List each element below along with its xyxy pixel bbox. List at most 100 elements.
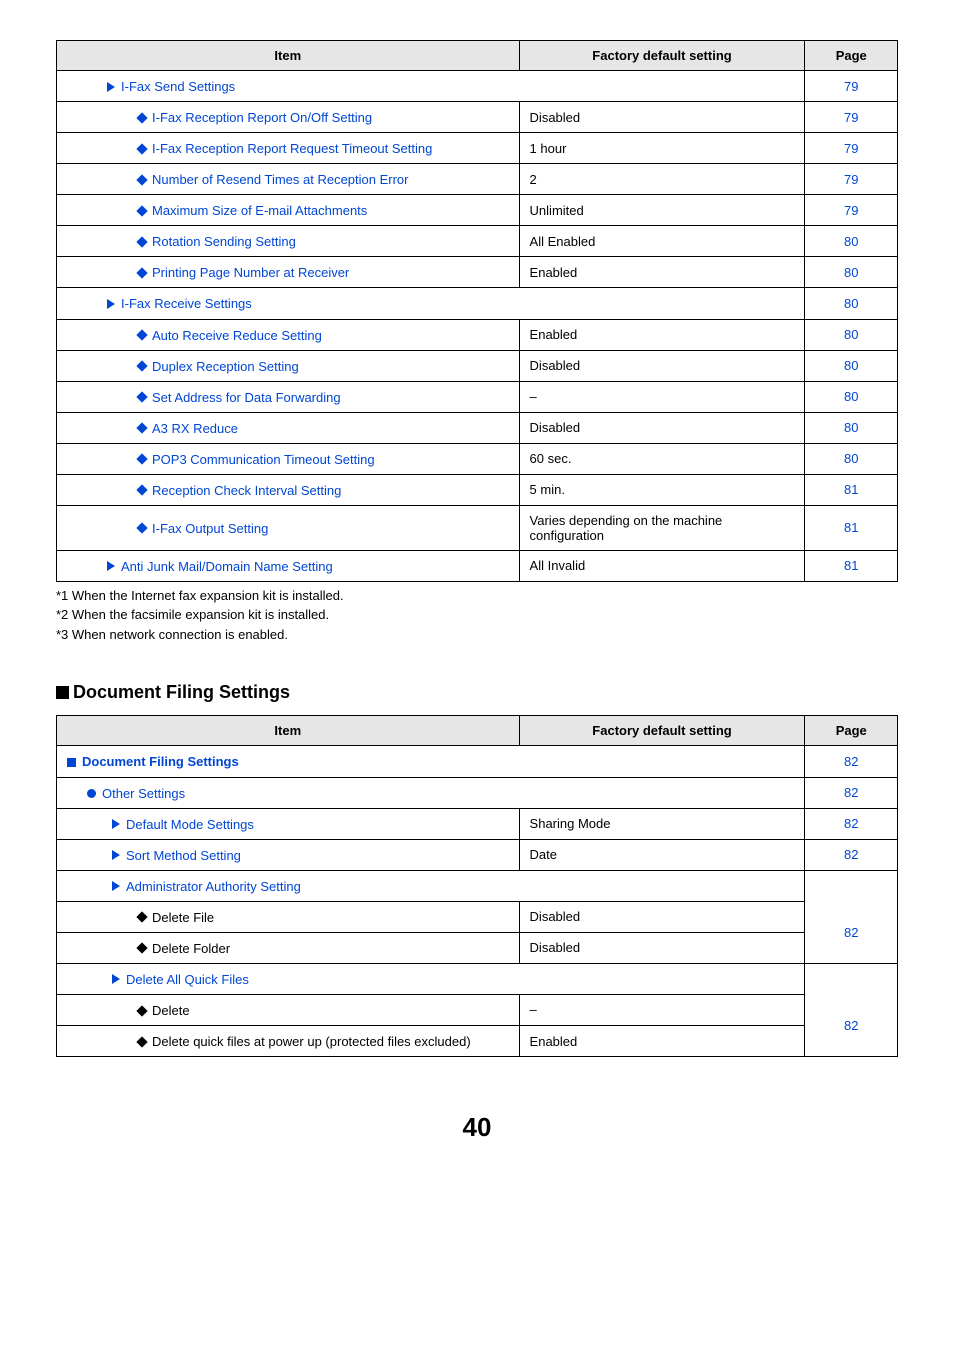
table-row: I-Fax Send Settings 79: [57, 71, 898, 102]
diamond-icon: [136, 943, 147, 954]
setting-link[interactable]: Rotation Sending Setting: [152, 234, 296, 249]
page-cell: 80: [805, 381, 898, 412]
page-link[interactable]: 80: [844, 327, 858, 342]
setting-link[interactable]: Document Filing Settings: [82, 755, 239, 770]
page-link[interactable]: 80: [844, 358, 858, 373]
setting-link[interactable]: Administrator Authority Setting: [126, 879, 301, 894]
table-row: Reception Check Interval Setting5 min.81: [57, 474, 898, 505]
table-row: POP3 Communication Timeout Setting60 sec…: [57, 443, 898, 474]
page-cell: 79: [805, 133, 898, 164]
table-row: I-Fax Reception Report On/Off SettingDis…: [57, 102, 898, 133]
page-link[interactable]: 80: [844, 234, 858, 249]
setting-link[interactable]: Reception Check Interval Setting: [152, 483, 341, 498]
setting-link[interactable]: Default Mode Settings: [126, 817, 254, 832]
setting-link[interactable]: I-Fax Output Setting: [152, 521, 268, 536]
footnotes: *1 When the Internet fax expansion kit i…: [56, 586, 898, 645]
page-link[interactable]: 81: [844, 482, 858, 497]
triangle-icon: [112, 819, 120, 829]
value-cell: –: [519, 381, 805, 412]
page-cell: 80: [805, 226, 898, 257]
triangle-icon: [107, 561, 115, 571]
section-title-text: Document Filing Settings: [73, 682, 290, 702]
setting-link[interactable]: I-Fax Send Settings: [121, 79, 235, 94]
page-cell: 82: [805, 839, 898, 870]
page-link[interactable]: 80: [844, 451, 858, 466]
header-value: Factory default setting: [519, 41, 805, 71]
value-cell: Disabled: [519, 350, 805, 381]
settings-table-2: Item Factory default setting Page Docume…: [56, 715, 898, 1057]
table-row: Sort Method Setting Date 82: [57, 839, 898, 870]
diamond-icon: [136, 454, 147, 465]
section-heading: Document Filing Settings: [56, 682, 898, 703]
item-cell: Document Filing Settings: [57, 746, 805, 777]
diamond-icon: [136, 1005, 147, 1016]
page-link[interactable]: 80: [844, 389, 858, 404]
page-link[interactable]: 82: [844, 1018, 858, 1033]
triangle-icon: [112, 850, 120, 860]
setting-link[interactable]: Maximum Size of E-mail Attachments: [152, 203, 367, 218]
item-cell: Delete quick files at power up (protecte…: [57, 1026, 520, 1057]
setting-label: Delete: [152, 1003, 190, 1018]
value-cell: Enabled: [519, 319, 805, 350]
setting-link[interactable]: Number of Resend Times at Reception Erro…: [152, 172, 409, 187]
setting-link[interactable]: Anti Junk Mail/Domain Name Setting: [121, 559, 333, 574]
page-link[interactable]: 80: [844, 420, 858, 435]
page-link[interactable]: 82: [844, 847, 858, 862]
header-page: Page: [805, 41, 898, 71]
square-icon: [56, 686, 69, 699]
setting-link[interactable]: I-Fax Reception Report On/Off Setting: [152, 110, 372, 125]
setting-link[interactable]: Set Address for Data Forwarding: [152, 390, 341, 405]
setting-label: Delete File: [152, 910, 214, 925]
table-row: Delete FolderDisabled: [57, 932, 898, 963]
page-link[interactable]: 80: [844, 265, 858, 280]
setting-link[interactable]: A3 RX Reduce: [152, 421, 238, 436]
table-row: Auto Receive Reduce Setting Enabled 80: [57, 319, 898, 350]
page-cell: 82: [805, 994, 898, 1056]
item-cell: I-Fax Send Settings: [57, 71, 805, 102]
page-link[interactable]: 79: [844, 203, 858, 218]
diamond-icon: [136, 143, 147, 154]
table-row: Delete All Quick Files: [57, 963, 898, 994]
page-link[interactable]: 81: [844, 520, 858, 535]
page-link[interactable]: 82: [844, 785, 858, 800]
page-cell: [805, 870, 898, 901]
item-cell: Default Mode Settings: [57, 808, 520, 839]
setting-link[interactable]: Other Settings: [102, 786, 185, 801]
page-link[interactable]: 81: [844, 558, 858, 573]
setting-label: Delete quick files at power up (protecte…: [152, 1034, 471, 1049]
page-link[interactable]: 79: [844, 110, 858, 125]
item-cell: Maximum Size of E-mail Attachments: [57, 195, 520, 226]
header-value: Factory default setting: [519, 716, 805, 746]
triangle-icon: [107, 82, 115, 92]
page-link[interactable]: 79: [844, 172, 858, 187]
diamond-icon: [136, 267, 147, 278]
table-row: A3 RX ReduceDisabled80: [57, 412, 898, 443]
setting-link[interactable]: Auto Receive Reduce Setting: [152, 328, 322, 343]
item-cell: Printing Page Number at Receiver: [57, 257, 520, 288]
value-cell: 2: [519, 164, 805, 195]
page-link[interactable]: 82: [844, 754, 858, 769]
setting-link[interactable]: POP3 Communication Timeout Setting: [152, 452, 375, 467]
setting-link[interactable]: I-Fax Reception Report Request Timeout S…: [152, 141, 432, 156]
triangle-icon: [107, 299, 115, 309]
item-cell: Delete All Quick Files: [57, 963, 805, 994]
page-link[interactable]: 82: [844, 925, 858, 940]
page-link[interactable]: 79: [844, 141, 858, 156]
setting-link[interactable]: Duplex Reception Setting: [152, 359, 299, 374]
setting-link[interactable]: Delete All Quick Files: [126, 972, 249, 987]
item-cell: Set Address for Data Forwarding: [57, 381, 520, 412]
setting-link[interactable]: Sort Method Setting: [126, 848, 241, 863]
page-cell: [805, 963, 898, 994]
value-cell: –: [519, 994, 805, 1025]
page-cell: 80: [805, 443, 898, 474]
item-cell: I-Fax Receive Settings: [57, 288, 805, 319]
table-row: I-Fax Reception Report Request Timeout S…: [57, 133, 898, 164]
value-cell: 1 hour: [519, 133, 805, 164]
value-cell: Date: [519, 839, 805, 870]
page-link[interactable]: 80: [844, 296, 858, 311]
setting-link[interactable]: Printing Page Number at Receiver: [152, 265, 349, 280]
page-link[interactable]: 82: [844, 816, 858, 831]
table-row: Delete quick files at power up (protecte…: [57, 1026, 898, 1057]
page-link[interactable]: 79: [844, 79, 858, 94]
setting-link[interactable]: I-Fax Receive Settings: [121, 297, 252, 312]
